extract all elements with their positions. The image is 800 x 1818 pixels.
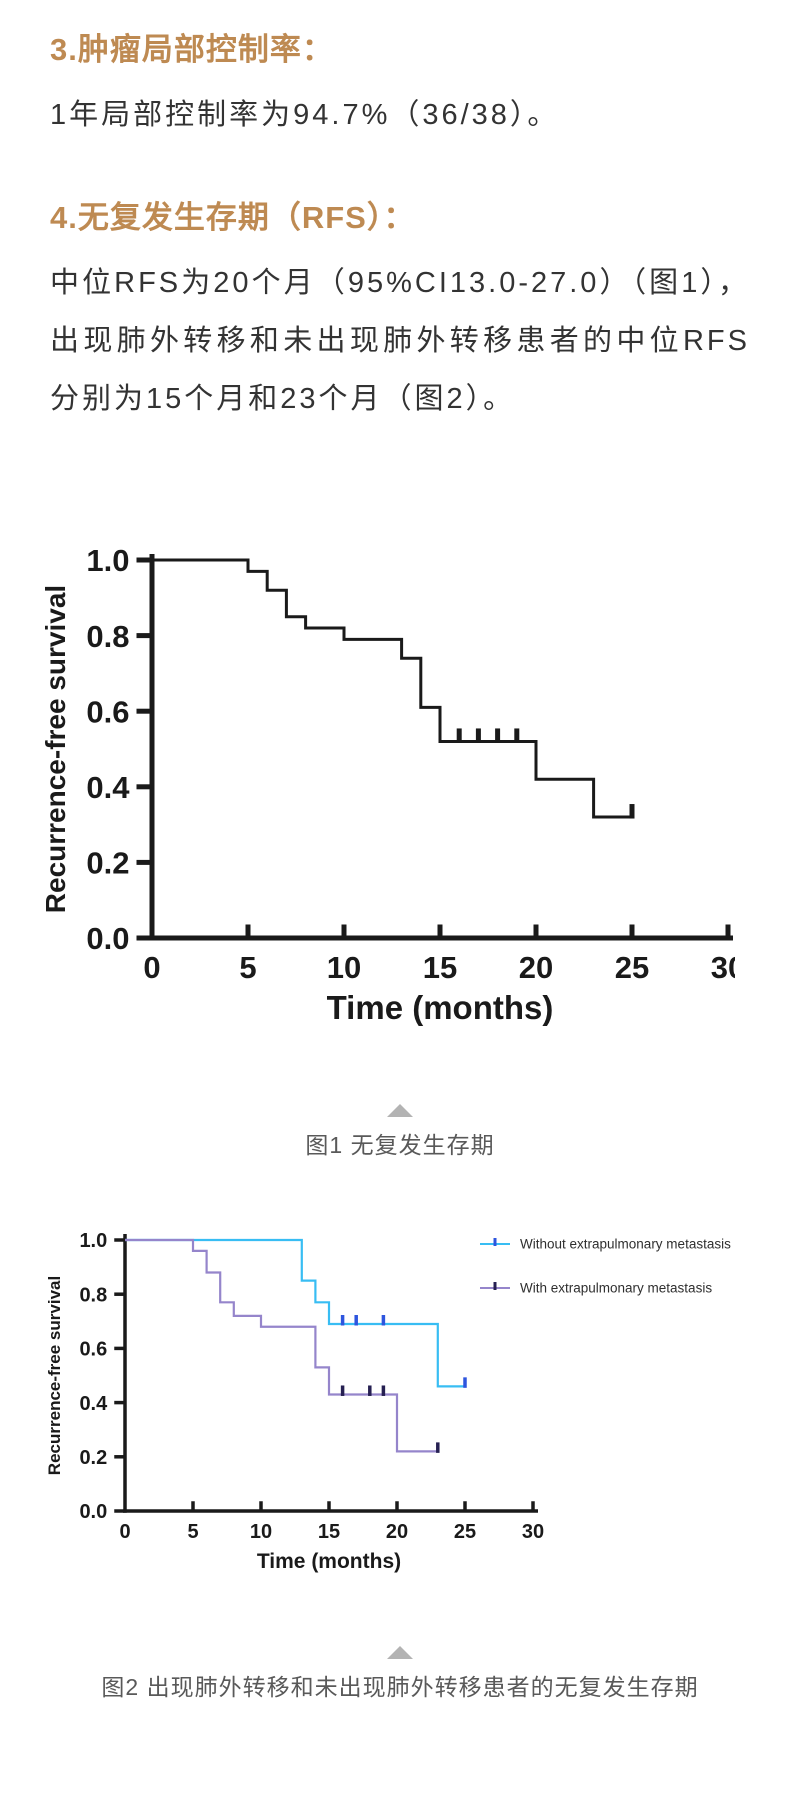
svg-text:With extrapulmonary metastasis: With extrapulmonary metastasis bbox=[520, 1281, 712, 1296]
svg-text:Recurrence-free survival: Recurrence-free survival bbox=[40, 585, 71, 913]
svg-text:10: 10 bbox=[250, 1521, 272, 1543]
svg-text:15: 15 bbox=[318, 1521, 340, 1543]
svg-text:0.2: 0.2 bbox=[79, 1447, 107, 1469]
svg-text:30: 30 bbox=[522, 1521, 544, 1543]
svg-text:20: 20 bbox=[519, 950, 553, 985]
section-heading-local-control: 3.肿瘤局部控制率： bbox=[50, 32, 334, 67]
svg-text:Time (months): Time (months) bbox=[327, 989, 554, 1026]
svg-text:10: 10 bbox=[327, 950, 361, 985]
svg-text:1.0: 1.0 bbox=[86, 543, 129, 578]
svg-text:0.6: 0.6 bbox=[86, 694, 129, 729]
km-svg: 0.0 0.2 0.4 0.6 0.8 1.0 0 5 10 15 20 25 30 Time (mont… bbox=[45, 1230, 731, 1573]
svg-text:25: 25 bbox=[615, 950, 649, 985]
paragraph-local-control: 1年局部控制率为94.7%（36/38）。 bbox=[50, 99, 560, 131]
svg-text:20: 20 bbox=[386, 1521, 408, 1543]
km-chart-overall-rfs: 0.0 0.2 0.4 0.6 0.8 1.0 0 5 10 15 20 25 30 Time (mont… bbox=[35, 498, 750, 1048]
svg-text:0.8: 0.8 bbox=[79, 1284, 107, 1306]
svg-text:5: 5 bbox=[187, 1521, 198, 1543]
svg-text:0.6: 0.6 bbox=[79, 1339, 107, 1361]
triangle-up-icon bbox=[387, 1104, 413, 1117]
km-chart-metastasis-comparison: 0.0 0.2 0.4 0.6 0.8 1.0 0 5 10 15 20 25 30 Time (mont… bbox=[40, 1221, 750, 1588]
svg-text:0.2: 0.2 bbox=[86, 846, 129, 881]
svg-text:Time (months): Time (months) bbox=[257, 1550, 401, 1573]
svg-text:5: 5 bbox=[239, 950, 256, 985]
svg-text:0: 0 bbox=[119, 1521, 130, 1543]
km-svg: 0.0 0.2 0.4 0.6 0.8 1.0 0 5 10 15 20 25 30 Time (mont… bbox=[40, 543, 745, 1026]
svg-text:25: 25 bbox=[454, 1521, 476, 1543]
triangle-up-icon bbox=[387, 1646, 413, 1659]
figure-1-caption-block: 图1 无复发生存期 bbox=[50, 1104, 750, 1161]
svg-text:0.0: 0.0 bbox=[86, 921, 129, 956]
svg-text:0.0: 0.0 bbox=[79, 1501, 107, 1523]
svg-text:0.4: 0.4 bbox=[79, 1393, 108, 1415]
section-heading-rfs: 4.无复发生存期（RFS）： bbox=[50, 200, 416, 235]
figure-1-caption: 图1 无复发生存期 bbox=[305, 1132, 495, 1158]
svg-text:0: 0 bbox=[143, 950, 160, 985]
svg-text:0.8: 0.8 bbox=[86, 619, 129, 654]
paragraph-rfs: 中位RFS为20个月（95%CI13.0-27.0）（图1），出现肺外转移和未出… bbox=[50, 267, 750, 415]
svg-text:30: 30 bbox=[711, 950, 735, 985]
svg-text:Without extrapulmonary metasta: Without extrapulmonary metastasis bbox=[520, 1237, 731, 1252]
svg-text:1.0: 1.0 bbox=[79, 1230, 107, 1252]
figure-2-caption-block: 图2 出现肺外转移和未出现肺外转移患者的无复发生存期 bbox=[50, 1646, 750, 1703]
figure-2-caption: 图2 出现肺外转移和未出现肺外转移患者的无复发生存期 bbox=[101, 1674, 699, 1700]
figure-1: 0.0 0.2 0.4 0.6 0.8 1.0 0 5 10 15 20 25 30 Time (mont… bbox=[40, 498, 750, 1161]
svg-text:15: 15 bbox=[423, 950, 457, 985]
svg-text:Recurrence-free survival: Recurrence-free survival bbox=[45, 1276, 64, 1475]
svg-text:0.4: 0.4 bbox=[86, 770, 130, 805]
figure-2: 0.0 0.2 0.4 0.6 0.8 1.0 0 5 10 15 20 25 30 Time (mont… bbox=[45, 1221, 750, 1703]
